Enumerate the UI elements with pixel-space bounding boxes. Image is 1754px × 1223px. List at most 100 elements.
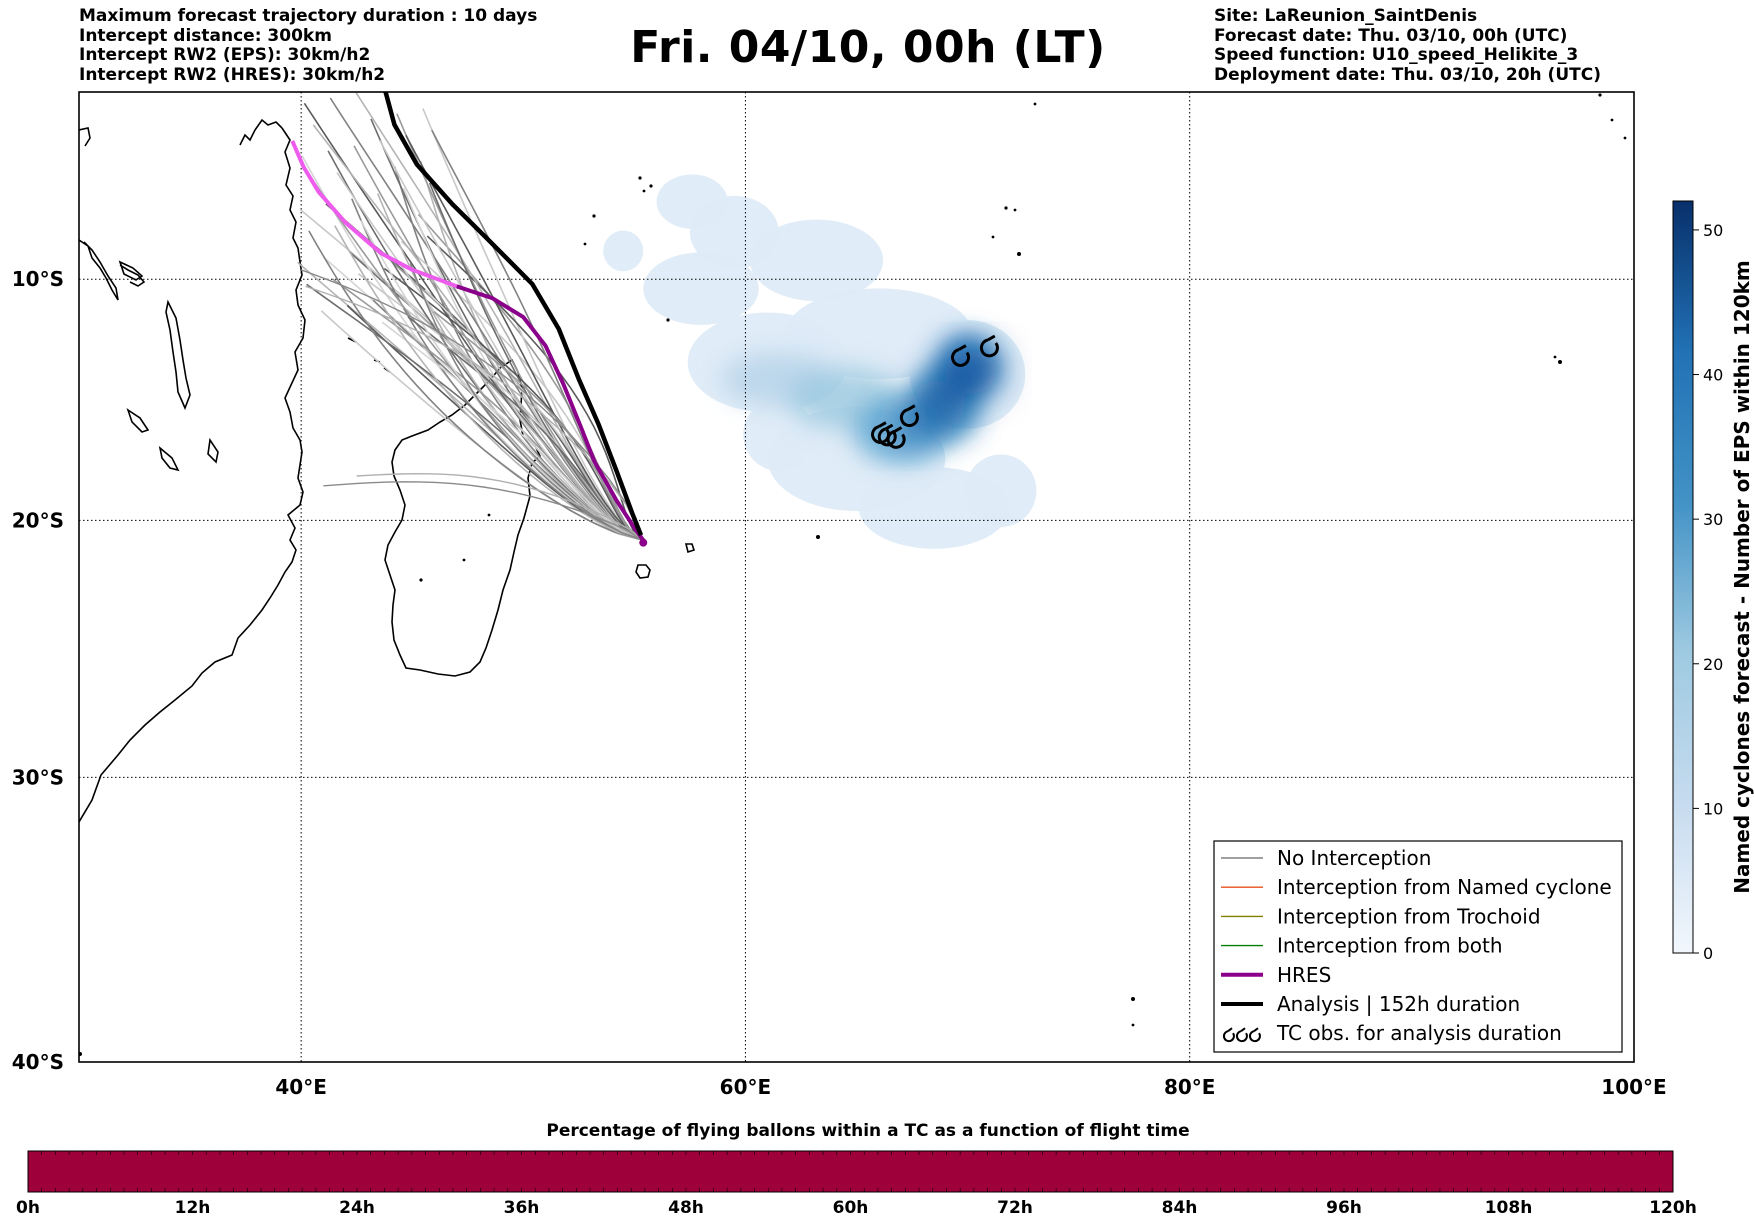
legend-entry: Interception from both bbox=[1221, 934, 1503, 958]
coast-mauritius bbox=[684, 543, 696, 554]
colorbar-fill bbox=[1672, 200, 1694, 954]
legend-entry: HRES bbox=[1221, 963, 1331, 987]
forecast-date-text: Forecast date: Thu. 03/10, 00h (UTC) bbox=[1214, 25, 1568, 46]
time-colorbar-title: Percentage of flying ballons within a TC… bbox=[546, 1121, 1189, 1141]
legend-label: No Interception bbox=[1277, 846, 1431, 870]
eps-trajectory bbox=[334, 225, 644, 541]
eps-trajectory bbox=[312, 124, 644, 541]
time-tick-label: 120h bbox=[1649, 1198, 1697, 1218]
coast-reunion bbox=[635, 564, 651, 579]
coast-horn bbox=[119, 118, 283, 287]
time-tick-label: 48h bbox=[668, 1198, 704, 1218]
density-blob bbox=[656, 174, 728, 229]
density-blob bbox=[643, 252, 759, 325]
tc-obs-symbol bbox=[899, 404, 919, 428]
time-colorbar: Percentage of flying ballons within a TC… bbox=[16, 1121, 1697, 1218]
title-text: Fri. 04/10, 00h (LT) bbox=[630, 22, 1106, 73]
lat-tick-label: 10°S bbox=[12, 267, 64, 291]
legend-label: Interception from Trochoid bbox=[1277, 904, 1541, 928]
density-peak bbox=[887, 411, 933, 443]
max-duration-text: Maximum forecast trajectory duration : 1… bbox=[79, 6, 538, 26]
legend-tc-symbol bbox=[1222, 1027, 1235, 1043]
colorbar-tick-label: 0 bbox=[1703, 944, 1713, 963]
legend-entry: TC obs. for analysis duration bbox=[1222, 1021, 1562, 1045]
eps-trajectory bbox=[329, 97, 644, 541]
colorbar-tick-label: 10 bbox=[1703, 799, 1723, 818]
cyclone-density-field bbox=[603, 174, 1037, 549]
coast-socotra bbox=[118, 260, 144, 281]
map-grid bbox=[79, 92, 1634, 1062]
analysis-track bbox=[383, 92, 644, 537]
tc-obs-symbol bbox=[979, 334, 999, 358]
colorbar-tick-label: 30 bbox=[1703, 510, 1723, 529]
eps-trajectory bbox=[407, 316, 644, 541]
deployment-site-marker bbox=[639, 538, 648, 547]
density-blob bbox=[965, 454, 1037, 527]
eps-trajectory bbox=[376, 193, 644, 541]
eps-trajectory bbox=[305, 285, 644, 541]
intercept-hres-text: Intercept RW2 (HRES): 30km/h2 bbox=[79, 64, 386, 85]
legend-tc-symbol bbox=[1248, 1027, 1261, 1043]
density-blob bbox=[603, 230, 644, 272]
eps-trajectory bbox=[308, 230, 644, 541]
site-text: Site: LaReunion_SaintDenis bbox=[1214, 6, 1478, 26]
coastlines bbox=[79, 118, 696, 823]
time-tick-label: 0h bbox=[16, 1198, 40, 1218]
page-title: Fri. 04/10, 00h (LT) bbox=[0, 22, 1754, 73]
legend: No Interception Interception from Named c… bbox=[1213, 840, 1623, 1053]
eps-trajectories bbox=[297, 92, 644, 541]
latitude-labels: 10°S 20°S 30°S 40°S bbox=[12, 267, 64, 1074]
eps-trajectory bbox=[351, 198, 644, 541]
legend-entry: Interception from Trochoid bbox=[1221, 904, 1541, 928]
density-peak bbox=[916, 380, 966, 426]
tc-obs-symbol bbox=[951, 344, 970, 367]
eps-trajectory bbox=[405, 134, 644, 541]
eps-trajectory bbox=[381, 321, 644, 541]
coast-arabia bbox=[79, 127, 119, 301]
intercept-eps-text: Intercept RW2 (EPS): 30km/h2 bbox=[79, 45, 371, 65]
density-peak bbox=[945, 349, 999, 395]
time-colorbar-fill bbox=[27, 1150, 1674, 1193]
time-tick-label: 96h bbox=[1326, 1198, 1362, 1218]
colorbar-tick-label: 40 bbox=[1703, 366, 1723, 385]
lon-tick-label: 40°E bbox=[275, 1075, 327, 1099]
eps-trajectory bbox=[396, 113, 644, 541]
longitude-labels: 40°E 60°E 80°E 100°E bbox=[275, 1075, 1666, 1099]
time-tick-label: 12h bbox=[175, 1198, 211, 1218]
lon-tick-label: 80°E bbox=[1164, 1075, 1216, 1099]
hres-track-outer bbox=[290, 140, 458, 289]
eps-trajectory bbox=[419, 161, 644, 541]
legend-label: Analysis | 152h duration bbox=[1277, 992, 1520, 1016]
legend-tc-symbol bbox=[1235, 1027, 1248, 1043]
legend-label: Interception from both bbox=[1277, 934, 1503, 958]
legend-box bbox=[1213, 840, 1623, 1053]
map-area bbox=[79, 92, 1634, 1062]
lon-tick-label: 60°E bbox=[720, 1075, 772, 1099]
lat-tick-label: 40°S bbox=[12, 1050, 64, 1074]
speed-function-text: Speed function: U10_speed_Helikite_3 bbox=[1214, 45, 1579, 65]
small-islands bbox=[79, 93, 1627, 1056]
eps-trajectory bbox=[346, 304, 644, 541]
coast-africa bbox=[79, 127, 306, 823]
header-left: Maximum forecast trajectory duration : 1… bbox=[79, 7, 537, 85]
legend-entry: Interception from Named cyclone bbox=[1221, 875, 1612, 899]
time-tick-label: 24h bbox=[339, 1198, 375, 1218]
eps-trajectory bbox=[323, 481, 644, 541]
time-tick-label: 108h bbox=[1485, 1198, 1533, 1218]
eps-trajectory bbox=[383, 267, 644, 541]
eps-trajectory bbox=[303, 102, 644, 541]
time-tick-label: 36h bbox=[504, 1198, 540, 1218]
eps-trajectory bbox=[426, 235, 644, 541]
legend-label: HRES bbox=[1277, 963, 1331, 987]
eps-trajectory bbox=[360, 220, 644, 541]
legend-label: Interception from Named cyclone bbox=[1277, 875, 1612, 899]
eps-trajectory bbox=[356, 472, 644, 541]
coast-madagascar bbox=[384, 358, 541, 677]
tc-obs-symbol bbox=[877, 423, 897, 447]
density-colorbar: 0 10 20 30 40 50 Named cyclones forecast - Nu… bbox=[1672, 200, 1754, 963]
eps-trajectory bbox=[422, 108, 644, 541]
lon-tick-label: 100°E bbox=[1601, 1075, 1666, 1099]
deployment-date-text: Deployment date: Thu. 03/10, 20h (UTC) bbox=[1214, 64, 1601, 85]
density-blob bbox=[749, 219, 884, 302]
eps-trajectory bbox=[336, 172, 644, 541]
